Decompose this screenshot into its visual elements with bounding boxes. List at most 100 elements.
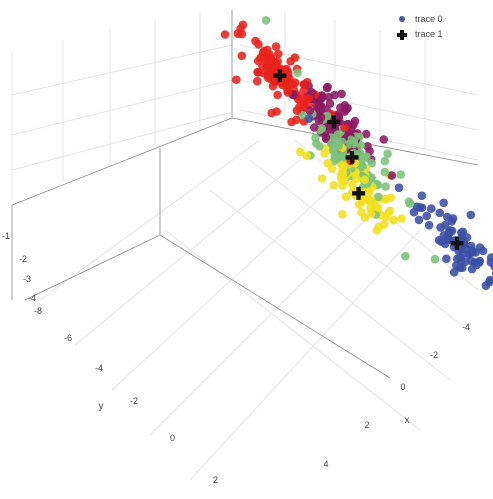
data-point — [286, 57, 295, 66]
data-point — [320, 149, 330, 158]
data-point — [452, 261, 461, 270]
x-axis-title: x — [405, 415, 410, 426]
centroid-marker — [345, 150, 359, 164]
data-point — [293, 68, 302, 78]
data-point — [380, 156, 390, 166]
data-point — [237, 51, 247, 61]
centroid-marker — [450, 236, 464, 250]
data-point — [458, 227, 468, 237]
x-tick-label: -4 — [462, 322, 470, 332]
data-point — [486, 253, 493, 262]
data-point — [299, 86, 308, 96]
data-point — [326, 140, 336, 149]
y-tick-label: -4 — [95, 363, 103, 373]
centroid-marker — [352, 186, 366, 200]
data-point — [296, 147, 305, 157]
data-point — [449, 268, 459, 277]
data-point — [435, 208, 445, 218]
data-point — [404, 197, 414, 206]
data-point — [233, 29, 243, 38]
data-point — [317, 174, 327, 183]
x-tick-label: -2 — [430, 350, 438, 360]
data-point — [430, 254, 440, 264]
y-tick-label: 0 — [170, 433, 175, 443]
data-point — [417, 191, 427, 200]
data-point — [401, 251, 410, 261]
data-point — [344, 140, 353, 149]
data-point — [238, 20, 248, 30]
data-point — [304, 114, 314, 123]
x-tick-label: 4 — [323, 459, 328, 469]
data-point — [271, 42, 281, 51]
centroid-marker — [327, 115, 341, 129]
data-point — [485, 275, 493, 285]
y-axis-ticks: -8 -6 -4 -2 0 2 — [34, 306, 218, 485]
data-point — [273, 90, 282, 100]
data-point — [436, 223, 445, 232]
data-point — [333, 130, 343, 139]
data-point — [336, 103, 345, 112]
data-point — [380, 167, 390, 177]
data-point — [355, 148, 365, 158]
data-point — [414, 215, 424, 225]
legend-label: trace 1 — [415, 29, 443, 39]
data-point — [396, 170, 406, 179]
centroid-marker — [273, 69, 287, 83]
data-point — [354, 200, 364, 209]
data-point — [467, 264, 477, 274]
legend-item-trace-0[interactable]: trace 0 — [399, 14, 443, 24]
data-point — [220, 30, 230, 39]
data-point — [372, 226, 382, 235]
grid-lines — [11, 12, 479, 481]
y-tick-label: 2 — [213, 475, 218, 485]
data-point — [274, 49, 283, 59]
data-point — [394, 183, 404, 192]
data-point — [366, 203, 375, 213]
data-point — [456, 253, 465, 262]
x-tick-label: 0 — [400, 382, 405, 392]
legend-cross-icon — [397, 30, 407, 40]
data-point — [323, 158, 333, 168]
data-point — [268, 81, 278, 91]
data-point — [337, 89, 346, 99]
data-point — [379, 135, 389, 144]
data-point — [439, 198, 449, 208]
data-point — [232, 75, 241, 84]
data-point — [251, 36, 260, 46]
centroid-markers — [273, 69, 464, 250]
y-tick-label: -6 — [64, 333, 72, 343]
data-point — [361, 129, 371, 139]
data-point — [324, 92, 333, 102]
data-point — [261, 15, 271, 25]
y-tick-label: -2 — [130, 396, 138, 406]
data-point — [385, 206, 395, 215]
data-point — [302, 151, 311, 160]
data-point — [253, 56, 263, 66]
data-point — [434, 235, 444, 245]
x-axis-ticks: -4 -2 0 2 4 — [323, 322, 470, 469]
data-point — [442, 254, 451, 263]
data-point — [253, 68, 263, 77]
data-point — [287, 117, 296, 127]
data-point — [383, 149, 392, 158]
data-point — [409, 207, 419, 217]
data-point — [466, 210, 476, 220]
legend[interactable]: trace 0 trace 1 — [397, 14, 443, 40]
y-tick-label: -8 — [34, 306, 42, 316]
data-point — [312, 139, 321, 148]
z-tick-label: -3 — [23, 274, 31, 284]
data-point — [267, 108, 276, 118]
z-tick-label: -1 — [2, 231, 10, 241]
data-point — [323, 82, 332, 92]
data-point — [337, 169, 346, 178]
x-tick-label: 2 — [364, 420, 369, 430]
data-point — [299, 80, 309, 89]
data-point — [341, 192, 351, 201]
data-point — [381, 182, 391, 191]
scene-edges — [11, 10, 479, 379]
legend-item-trace-1[interactable]: trace 1 — [397, 29, 443, 40]
data-point — [292, 106, 302, 115]
data-point — [325, 99, 335, 108]
data-point — [387, 171, 397, 180]
